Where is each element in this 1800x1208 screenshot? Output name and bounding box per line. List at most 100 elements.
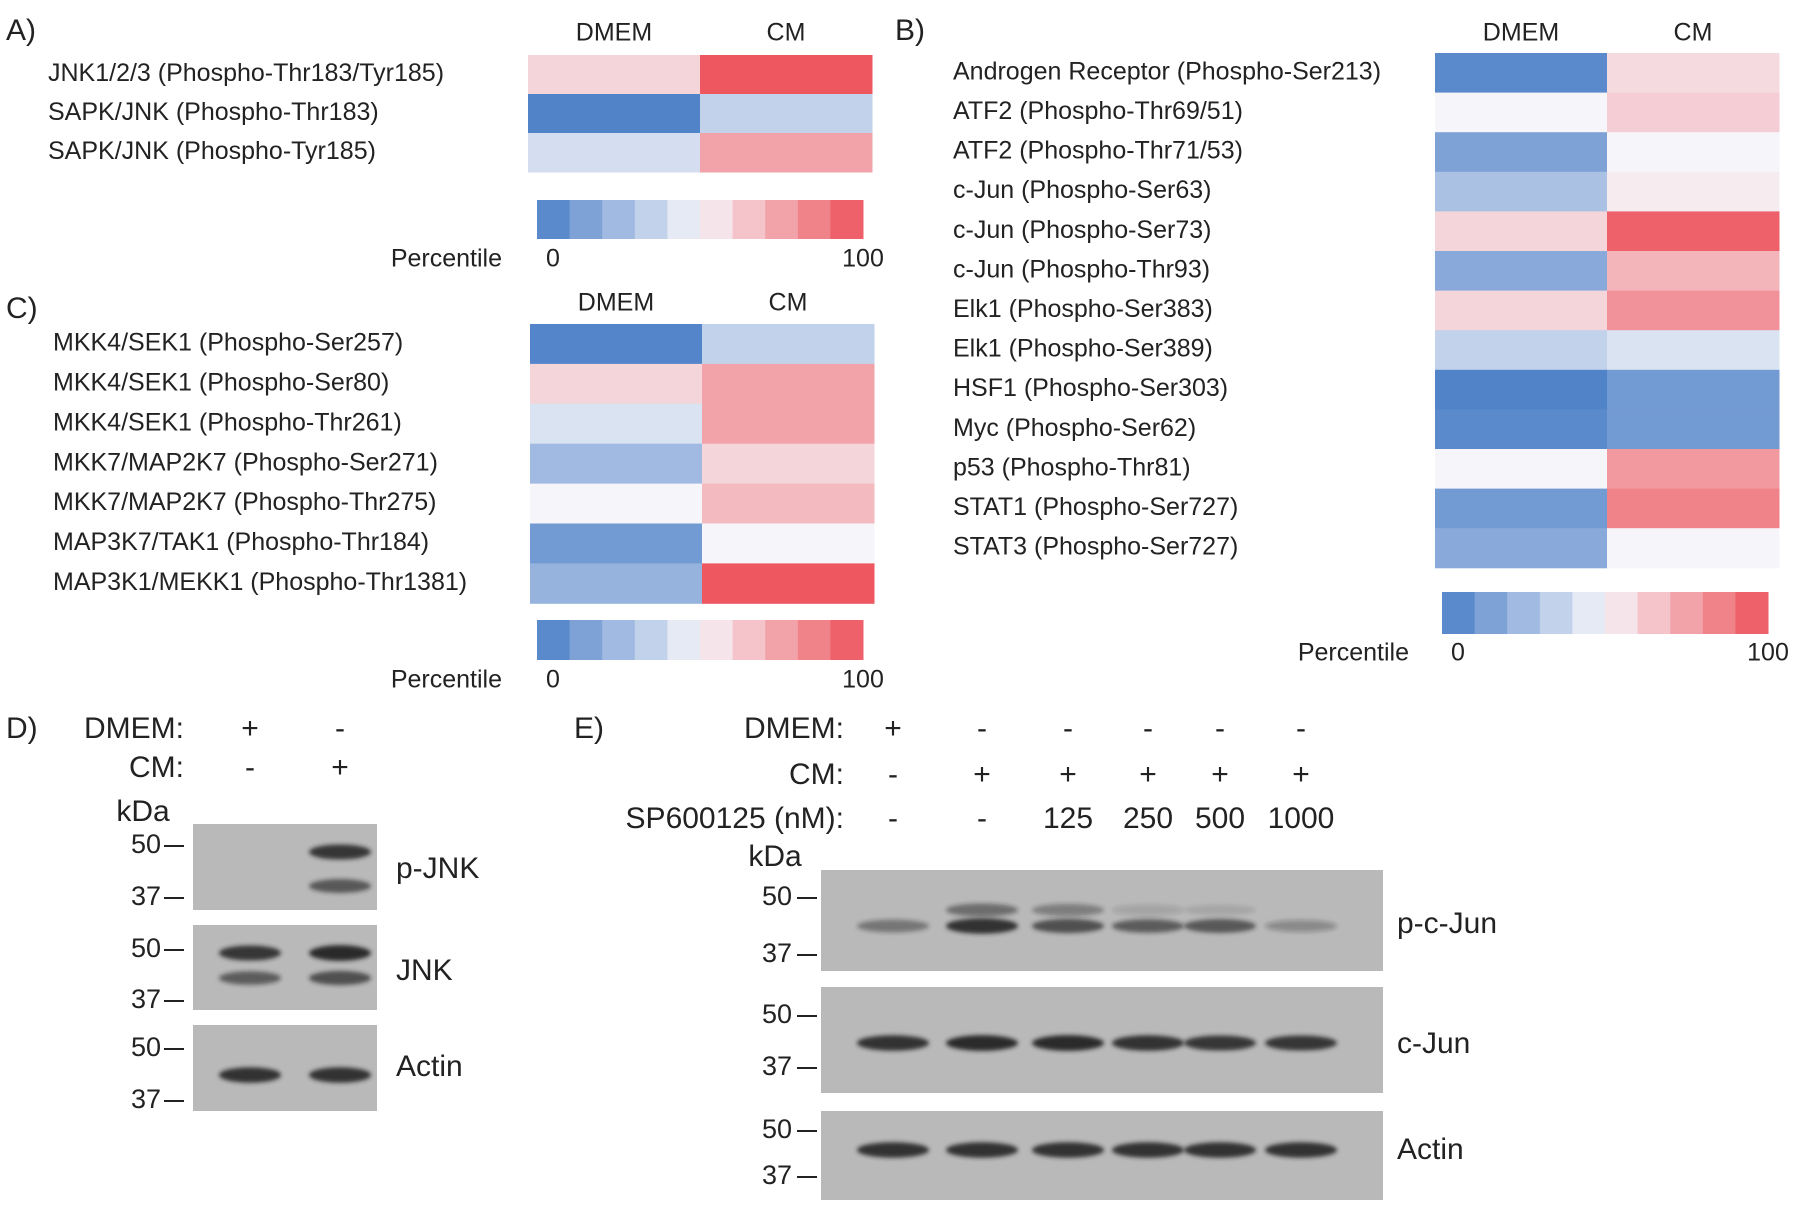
band xyxy=(219,945,281,961)
lane-condition: + xyxy=(973,758,991,791)
band xyxy=(946,918,1018,934)
heatmap-cell xyxy=(528,133,701,173)
colorbar-label: Percentile xyxy=(391,245,502,273)
row-label: MAP3K1/MEKK1 (Phospho-Thr1381) xyxy=(53,568,467,596)
band xyxy=(946,1142,1018,1158)
column-header: DMEM xyxy=(576,19,652,47)
row-label: MAP3K7/TAK1 (Phospho-Thr184) xyxy=(53,528,429,556)
band xyxy=(1032,918,1104,934)
row-label: c-Jun (Phospho-Ser73) xyxy=(953,216,1211,244)
heatmap-cell xyxy=(1607,369,1780,410)
heatmap-cell xyxy=(530,403,703,445)
heatmap-cell xyxy=(1607,53,1780,94)
heatmap-cell xyxy=(1607,132,1780,173)
heatmap-cell xyxy=(1607,528,1780,569)
lane-condition: + xyxy=(1139,758,1157,791)
colorbar-swatch xyxy=(602,200,636,239)
colorbar-swatch xyxy=(830,200,864,239)
band xyxy=(309,1067,371,1083)
colorbar-swatch xyxy=(1702,592,1736,634)
heatmap-cell xyxy=(1435,92,1608,133)
heatmap-cell xyxy=(530,443,703,485)
heatmap-cell xyxy=(1435,369,1608,410)
band xyxy=(309,945,371,961)
heatmap-cell xyxy=(530,523,703,564)
band xyxy=(1112,1142,1184,1158)
heatmap-cell xyxy=(530,324,703,365)
lane-condition: - xyxy=(977,802,987,835)
marker-label: 50 xyxy=(762,1114,792,1144)
heatmap-cell xyxy=(702,403,875,445)
heatmap-cell xyxy=(1607,92,1780,133)
condition-label: DMEM: xyxy=(744,712,844,745)
band xyxy=(1265,1035,1337,1051)
heatmap-cell xyxy=(1435,528,1608,569)
colorbar-swatch xyxy=(765,200,799,239)
colorbar-swatch xyxy=(667,620,701,660)
row-label: c-Jun (Phospho-Ser63) xyxy=(953,176,1211,204)
band xyxy=(1032,1142,1104,1158)
lane-condition: - xyxy=(1143,712,1153,745)
lane-condition: - xyxy=(1296,712,1306,745)
colorbar-tick-label: 100 xyxy=(842,245,884,273)
band xyxy=(1032,1035,1104,1051)
blot-label: p-c-Jun xyxy=(1397,907,1497,940)
heatmap-cell xyxy=(700,94,873,134)
row-label: SAPK/JNK (Phospho-Tyr185) xyxy=(48,137,376,165)
heatmap-cell xyxy=(530,363,703,405)
heatmap-cell xyxy=(1435,449,1608,490)
column-header: CM xyxy=(767,19,806,47)
heatmap-cell xyxy=(702,563,875,604)
lane-condition: + xyxy=(331,751,349,784)
heatmap-cell xyxy=(702,443,875,485)
band xyxy=(309,879,371,893)
row-label: ATF2 (Phospho-Thr71/53) xyxy=(953,137,1243,165)
band xyxy=(1184,919,1256,933)
colorbar-swatch xyxy=(1735,592,1769,634)
marker-label: 50 xyxy=(131,1032,161,1062)
band xyxy=(1112,904,1184,916)
row-label: ATF2 (Phospho-Thr69/51) xyxy=(953,97,1243,125)
row-label: p53 (Phospho-Thr81) xyxy=(953,453,1191,481)
band xyxy=(857,1142,929,1158)
band xyxy=(946,1035,1018,1051)
marker-label: 37 xyxy=(762,1051,792,1081)
heatmap-cell xyxy=(1435,409,1608,450)
colorbar-tick-label: 100 xyxy=(842,666,884,694)
lane-condition: + xyxy=(884,712,902,745)
band xyxy=(1032,903,1104,917)
lane-condition: + xyxy=(1292,758,1310,791)
blot xyxy=(193,925,377,1010)
colorbar-swatch xyxy=(1539,592,1573,634)
colorbar-tick-label: 0 xyxy=(1451,639,1465,667)
row-label: MKK4/SEK1 (Phospho-Ser80) xyxy=(53,368,389,396)
heatmap-cell xyxy=(702,363,875,405)
band xyxy=(1184,1142,1256,1158)
blot-label: Actin xyxy=(396,1050,463,1083)
colorbar-swatch xyxy=(700,200,734,239)
row-label: Androgen Receptor (Phospho-Ser213) xyxy=(953,57,1381,85)
lane-condition: - xyxy=(1063,712,1073,745)
colorbar-swatch xyxy=(830,620,864,660)
heatmap-cell xyxy=(702,324,875,365)
kda-label: kDa xyxy=(748,840,802,873)
heatmap-cell xyxy=(1435,290,1608,331)
colorbar-swatch xyxy=(602,620,636,660)
row-label: Myc (Phospho-Ser62) xyxy=(953,414,1196,442)
panel-label: A) xyxy=(6,14,36,47)
heatmap-cell xyxy=(1435,330,1608,371)
heatmap-cell xyxy=(1435,488,1608,529)
heatmap-cell xyxy=(1607,488,1780,529)
colorbar-swatch xyxy=(1474,592,1508,634)
band xyxy=(1112,919,1184,933)
heatmap-cell xyxy=(1607,251,1780,292)
heatmap-cell xyxy=(530,563,703,604)
colorbar-swatch xyxy=(1442,592,1476,634)
colorbar-swatch xyxy=(569,200,603,239)
panel-label: E) xyxy=(574,712,604,745)
column-header: CM xyxy=(1674,19,1713,47)
band xyxy=(309,970,371,986)
row-label: MKK4/SEK1 (Phospho-Thr261) xyxy=(53,408,402,436)
marker-label: 50 xyxy=(131,933,161,963)
